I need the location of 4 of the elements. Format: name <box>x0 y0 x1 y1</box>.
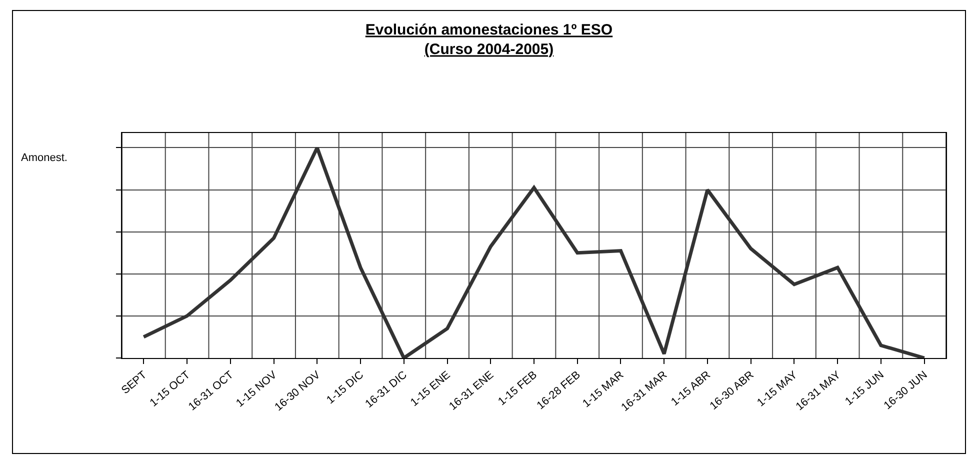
chart-title: Evolución amonestaciones 1º ESO <box>365 22 613 39</box>
y-axis-title: Amonest. <box>21 152 68 164</box>
x-tick-label: 1-15 DIC <box>324 368 366 407</box>
chart-subtitle: (Curso 2004-2005) <box>424 41 554 58</box>
